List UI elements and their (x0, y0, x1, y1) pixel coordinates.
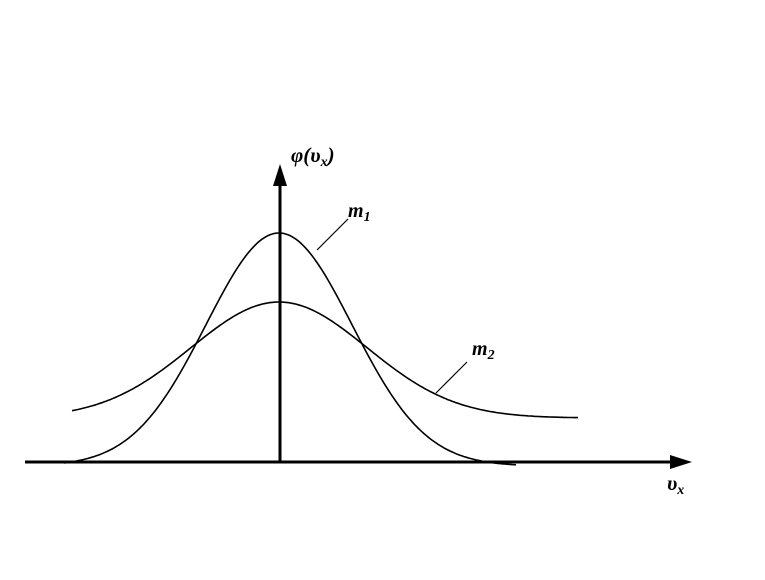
y-axis-label-close: ) (326, 143, 335, 167)
y-axis-arrowhead (273, 164, 287, 186)
curve-m1 (63, 232, 517, 466)
m2-leader-line (435, 361, 468, 394)
curve-label-m2-name: m (472, 338, 488, 360)
x-axis-arrowhead (670, 455, 692, 469)
curve-label-m2: m2 (472, 338, 495, 363)
y-axis-label: φ(υx) (291, 143, 335, 170)
x-axis-label-base: υ (667, 471, 677, 495)
curve-label-m1-subscript: 1 (364, 210, 371, 225)
curve-label-m2-subscript: 2 (487, 348, 495, 363)
m1-leader-line (316, 218, 349, 251)
curve-label-m1: m1 (348, 200, 371, 225)
curve-label-m1-name: m (348, 200, 364, 222)
y-axis-label-func: φ(υ (291, 143, 321, 167)
curve-m2 (71, 301, 578, 419)
x-axis-label: υx (667, 471, 684, 498)
y-axis-label-subscript: x (320, 155, 328, 170)
x-axis-label-subscript: x (676, 483, 684, 498)
